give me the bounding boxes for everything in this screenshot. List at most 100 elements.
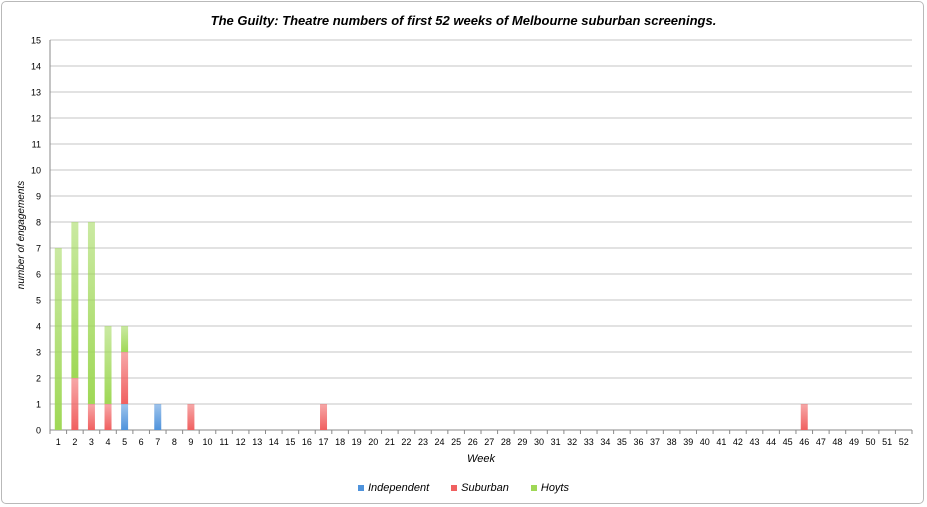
y-tick-label: 15 — [31, 36, 41, 46]
y-tick-label: 6 — [36, 270, 41, 280]
x-tick-label: 25 — [451, 437, 461, 447]
bar-hoyts-week-1 — [54, 248, 62, 430]
x-tick-label: 1 — [56, 437, 61, 447]
bar-suburban-week-5 — [121, 352, 129, 404]
x-tick-label: 3 — [89, 437, 94, 447]
x-tick-label: 43 — [750, 437, 760, 447]
y-tick-label: 11 — [32, 140, 41, 150]
x-tick-label: 28 — [501, 437, 511, 447]
y-tick-label: 13 — [31, 88, 41, 98]
x-tick-label: 9 — [188, 437, 193, 447]
y-tick-label: 5 — [36, 296, 41, 306]
y-tick-label: 10 — [31, 166, 41, 176]
y-tick-label: 1 — [36, 400, 41, 410]
legend-item-hoyts: Hoyts — [530, 482, 569, 494]
x-tick-label: 50 — [866, 437, 876, 447]
x-tick-label: 46 — [799, 437, 809, 447]
x-tick-label: 8 — [172, 437, 177, 447]
x-tick-label: 33 — [584, 437, 594, 447]
y-tick-label: 2 — [36, 374, 41, 384]
x-tick-label: 49 — [849, 437, 859, 447]
bar-suburban-week-4 — [104, 404, 112, 430]
x-tick-label: 10 — [202, 437, 212, 447]
x-tick-label: 48 — [832, 437, 842, 447]
y-tick-label: 12 — [31, 114, 41, 124]
bar-suburban-week-46 — [800, 404, 808, 430]
x-tick-label: 29 — [517, 437, 527, 447]
x-tick-label: 34 — [600, 437, 610, 447]
x-tick-label: 32 — [567, 437, 577, 447]
x-tick-label: 18 — [335, 437, 345, 447]
plot-area — [50, 40, 912, 430]
bar-hoyts-week-3 — [87, 222, 95, 404]
x-tick-label: 17 — [319, 437, 329, 447]
x-tick-label: 19 — [352, 437, 362, 447]
bar-hoyts-week-2 — [71, 222, 79, 378]
x-tick-label: 52 — [899, 437, 909, 447]
x-tick-label: 30 — [534, 437, 544, 447]
x-tick-label: 27 — [484, 437, 494, 447]
legend-item-suburban: Suburban — [451, 482, 509, 494]
x-tick-label: 31 — [551, 437, 561, 447]
x-axis-label: Week — [467, 453, 495, 465]
x-tick-label: 36 — [633, 437, 643, 447]
x-tick-label: 2 — [72, 437, 77, 447]
legend-label: Suburban — [461, 482, 509, 494]
legend-swatch — [530, 485, 537, 491]
bar-suburban-week-2 — [71, 378, 79, 430]
x-tick-label: 15 — [285, 437, 295, 447]
x-tick-label: 21 — [385, 437, 395, 447]
x-tick-label: 20 — [368, 437, 378, 447]
x-tick-label: 47 — [816, 437, 826, 447]
x-tick-label: 42 — [733, 437, 743, 447]
grid-layer — [50, 39, 912, 431]
x-tick-label: 7 — [155, 437, 160, 447]
x-tick-label: 38 — [667, 437, 677, 447]
y-tick-label: 9 — [36, 192, 41, 202]
x-tick-label: 5 — [122, 437, 127, 447]
x-tick-label: 37 — [650, 437, 660, 447]
x-tick-label: 13 — [252, 437, 262, 447]
x-tick-label: 12 — [236, 437, 246, 447]
legend-swatch — [451, 485, 458, 491]
x-tick-label: 11 — [219, 437, 228, 447]
x-tick-label: 24 — [435, 437, 445, 447]
x-tick-label: 44 — [766, 437, 776, 447]
bar-hoyts-week-5 — [121, 326, 129, 352]
legend-label: Independent — [367, 482, 430, 494]
chart-title: The Guilty: Theatre numbers of first 52 … — [210, 13, 717, 28]
x-tick-label: 6 — [139, 437, 144, 447]
legend-label: Hoyts — [540, 482, 569, 494]
y-tick-label: 8 — [36, 218, 41, 228]
legend: Independent Suburban Hoyts — [0, 482, 927, 494]
x-tick-label: 16 — [302, 437, 312, 447]
bar-hoyts-week-4 — [104, 326, 112, 404]
bar-independent-week-7 — [154, 404, 162, 430]
y-tick-label: 4 — [36, 322, 41, 332]
x-tick-label: 22 — [401, 437, 411, 447]
bar-suburban-week-17 — [320, 404, 328, 430]
x-tick-label: 45 — [783, 437, 793, 447]
bar-layer — [54, 222, 808, 430]
x-tick-label: 51 — [882, 437, 892, 447]
y-tick-label: 3 — [36, 348, 41, 358]
y-tick-label: 14 — [31, 62, 41, 72]
x-tick-label: 26 — [468, 437, 478, 447]
x-tick-label: 4 — [106, 437, 111, 447]
x-tick-label: 41 — [716, 437, 726, 447]
bar-suburban-week-3 — [87, 404, 95, 430]
x-tick-label: 14 — [269, 437, 279, 447]
x-tick-label: 23 — [418, 437, 428, 447]
legend-item-independent: Independent — [357, 482, 430, 494]
bar-suburban-week-9 — [187, 404, 195, 430]
y-tick-label: 0 — [36, 426, 41, 436]
y-axis-label: number of engagements — [16, 181, 27, 289]
bar-independent-week-5 — [121, 404, 129, 430]
x-tick-label: 39 — [683, 437, 693, 447]
legend-swatch — [357, 485, 364, 491]
y-tick-label: 7 — [36, 244, 41, 254]
x-tick-label: 40 — [700, 437, 710, 447]
x-tick-label: 35 — [617, 437, 627, 447]
